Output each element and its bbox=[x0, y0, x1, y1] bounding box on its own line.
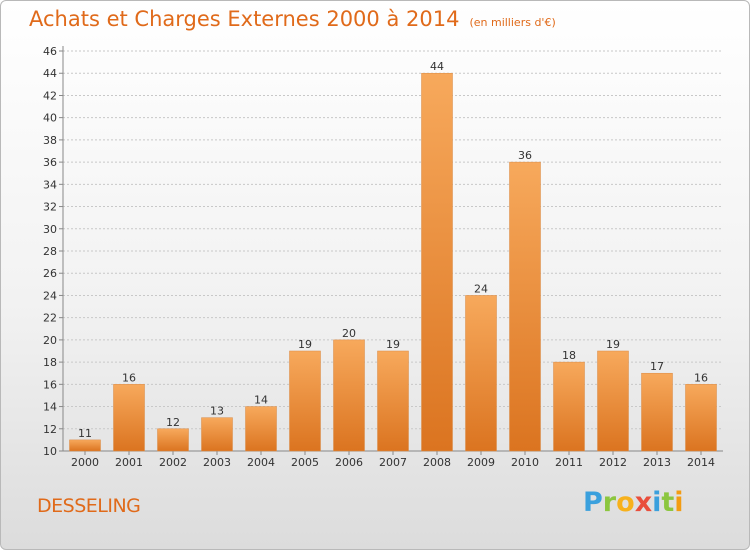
y-tick-label: 26 bbox=[43, 267, 57, 280]
bar bbox=[69, 439, 101, 452]
y-tick-label: 16 bbox=[43, 378, 57, 391]
bar bbox=[509, 161, 541, 452]
bar-value-label: 16 bbox=[122, 371, 136, 384]
bar-value-label: 14 bbox=[254, 394, 268, 407]
bar bbox=[553, 361, 585, 452]
logo-letter: P bbox=[583, 487, 603, 518]
bar bbox=[333, 339, 365, 452]
x-tick-label: 2013 bbox=[643, 456, 671, 469]
town-name: DESSELING bbox=[37, 495, 141, 517]
y-tick-label: 32 bbox=[43, 201, 57, 214]
x-tick-label: 2005 bbox=[291, 456, 319, 469]
x-tick-label: 2010 bbox=[511, 456, 539, 469]
bar-value-label: 18 bbox=[562, 349, 576, 362]
bar-value-label: 19 bbox=[298, 338, 312, 351]
logo-letter: r bbox=[602, 487, 617, 518]
bar bbox=[685, 384, 717, 452]
logo-letter: t bbox=[661, 487, 675, 518]
y-tick-label: 30 bbox=[43, 223, 57, 236]
bar bbox=[421, 72, 453, 452]
bar bbox=[157, 428, 189, 452]
y-tick-label: 40 bbox=[43, 112, 57, 125]
x-tick-label: 2007 bbox=[379, 456, 407, 469]
bar bbox=[289, 350, 321, 452]
grid-layer bbox=[59, 46, 723, 455]
bar bbox=[245, 406, 277, 452]
y-tick-label: 34 bbox=[43, 178, 57, 191]
label-layer: 10 12 14 16 18 20 22 24 26 28 30 32 34 36 38 40 42 44 46 11… bbox=[43, 45, 715, 469]
y-tick-label: 12 bbox=[43, 423, 57, 436]
bar-value-label: 16 bbox=[694, 371, 708, 384]
x-tick-label: 2000 bbox=[71, 456, 99, 469]
bar bbox=[377, 350, 409, 452]
x-tick-label: 2008 bbox=[423, 456, 451, 469]
x-tick-label: 2004 bbox=[247, 456, 275, 469]
logo-letter: i bbox=[674, 487, 684, 518]
bar bbox=[201, 417, 233, 452]
y-tick-label: 22 bbox=[43, 312, 57, 325]
logo-letter: o bbox=[616, 487, 635, 518]
y-tick-label: 36 bbox=[43, 156, 57, 169]
bar-value-label: 24 bbox=[474, 282, 488, 295]
bar-value-label: 20 bbox=[342, 327, 356, 340]
x-tick-label: 2001 bbox=[115, 456, 143, 469]
chart-unit: (en milliers d'€) bbox=[469, 16, 556, 29]
y-tick-label: 14 bbox=[43, 401, 57, 414]
bar-layer bbox=[69, 72, 717, 452]
x-tick-label: 2012 bbox=[599, 456, 627, 469]
bar bbox=[113, 384, 145, 452]
x-tick-label: 2009 bbox=[467, 456, 495, 469]
y-tick-label: 24 bbox=[43, 289, 57, 302]
y-tick-label: 38 bbox=[43, 134, 57, 147]
bar-value-label: 12 bbox=[166, 416, 180, 429]
x-tick-label: 2006 bbox=[335, 456, 363, 469]
y-tick-label: 46 bbox=[43, 45, 57, 58]
bar bbox=[597, 350, 629, 452]
y-tick-label: 42 bbox=[43, 89, 57, 102]
chart-title-block: Achats et Charges Externes 2000 à 2014 (e… bbox=[29, 7, 556, 31]
chart-title: Achats et Charges Externes 2000 à 2014 bbox=[29, 7, 460, 31]
x-tick-label: 2002 bbox=[159, 456, 187, 469]
bar-value-label: 11 bbox=[78, 427, 92, 440]
y-tick-label: 18 bbox=[43, 356, 57, 369]
x-tick-label: 2011 bbox=[555, 456, 583, 469]
bar bbox=[465, 295, 497, 452]
bar-value-label: 36 bbox=[518, 149, 532, 162]
y-tick-label: 28 bbox=[43, 245, 57, 258]
logo-letter: x bbox=[634, 487, 653, 518]
y-tick-label: 44 bbox=[43, 67, 57, 80]
y-tick-label: 20 bbox=[43, 334, 57, 347]
bar bbox=[641, 372, 673, 452]
proxiti-logo[interactable]: Proxiti bbox=[583, 487, 684, 518]
bar-value-label: 19 bbox=[606, 338, 620, 351]
x-tick-label: 2003 bbox=[203, 456, 231, 469]
bar-value-label: 13 bbox=[210, 405, 224, 418]
bar-value-label: 44 bbox=[430, 60, 444, 73]
x-tick-label: 2014 bbox=[687, 456, 715, 469]
bar-value-label: 19 bbox=[386, 338, 400, 351]
logo-letter: i bbox=[652, 487, 662, 518]
y-tick-label: 10 bbox=[43, 445, 57, 458]
bar-value-label: 17 bbox=[650, 360, 664, 373]
